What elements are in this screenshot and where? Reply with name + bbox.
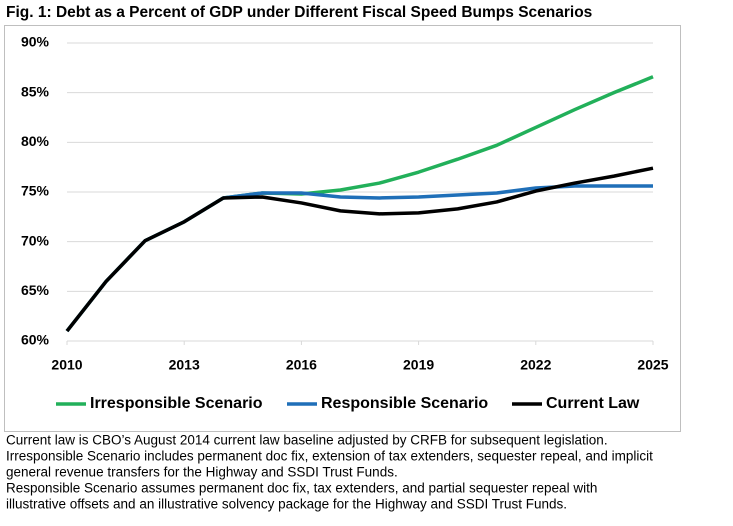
y-tick-label: 65% (21, 282, 50, 298)
y-tick-label: 75% (21, 183, 50, 199)
note-line: Responsible Scenario assumes permanent d… (6, 481, 597, 496)
chart-title: Fig. 1: Debt as a Percent of GDP under D… (6, 4, 592, 21)
x-tick-label: 2013 (169, 357, 200, 373)
x-tick-label: 2010 (51, 357, 82, 373)
legend-label: Current Law (546, 395, 640, 412)
y-tick-label: 70% (21, 232, 50, 248)
x-tick-label: 2019 (403, 357, 434, 373)
x-tick-label: 2022 (520, 357, 551, 373)
legend-label: Irresponsible Scenario (90, 395, 263, 412)
x-tick-label: 2025 (637, 357, 668, 373)
series-line (65, 166, 654, 333)
note-line: general revenue transfers for the Highwa… (6, 465, 398, 480)
legend-label: Responsible Scenario (321, 395, 488, 412)
series-line (65, 184, 653, 333)
note-line: illustrative offsets and an illustrative… (6, 497, 567, 512)
y-tick-label: 60% (21, 332, 50, 348)
y-tick-label: 90% (21, 34, 50, 50)
y-tick-label: 85% (21, 83, 50, 99)
x-tick-label: 2016 (286, 357, 317, 373)
y-tick-label: 80% (21, 133, 50, 149)
series-line (65, 75, 654, 333)
note-line: Irresponsible Scenario includes permanen… (6, 449, 653, 464)
note-line: Current law is CBO’s August 2014 current… (6, 433, 608, 448)
chart-frame (4, 25, 681, 432)
